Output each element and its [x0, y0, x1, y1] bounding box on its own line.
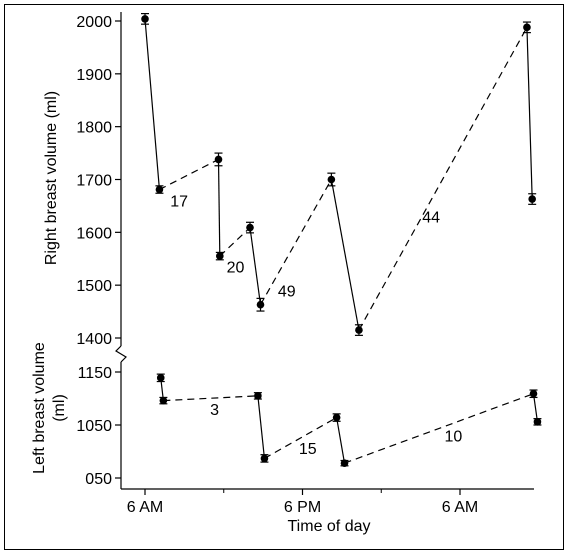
x-tick-label: 6 AM — [127, 499, 163, 516]
interval-annotation-left: 3 — [210, 402, 219, 419]
y-tick-label-right: 1700 — [76, 173, 112, 190]
series-segment-right — [217, 159, 221, 257]
series-segment-left — [336, 417, 346, 464]
x-tick-label: 6 AM — [442, 499, 478, 516]
interval-annotation-right: 44 — [422, 209, 440, 226]
data-point-right — [327, 175, 336, 184]
data-point-left — [529, 389, 538, 398]
chart-frame — [4, 4, 564, 550]
data-point-left — [159, 396, 168, 405]
interval-annotation-left: 15 — [299, 441, 317, 458]
series-segment-right — [259, 179, 332, 306]
y-tick-label-left: 050 — [85, 471, 112, 488]
data-point-right — [355, 326, 363, 334]
interval-annotation-right: 49 — [278, 283, 296, 300]
y-tick-label-right: 1900 — [76, 67, 112, 84]
y-tick-label-left: 1050 — [76, 418, 112, 435]
interval-annotation-right: 20 — [227, 260, 245, 277]
y-tick-label-left: 1150 — [78, 365, 113, 382]
series-segment-left — [163, 395, 258, 402]
data-point-right — [216, 252, 224, 260]
series-segment-left — [264, 417, 337, 459]
y-tick-label-right: 1600 — [76, 225, 112, 242]
data-point-left — [254, 392, 262, 400]
series-segment-right — [144, 18, 161, 190]
data-point-right — [528, 195, 536, 203]
x-axis-title: Time of day — [288, 518, 371, 535]
y-tick-label-right: 1800 — [76, 120, 112, 137]
y-tick-label-right: 1500 — [76, 278, 112, 295]
y-tick-label-right: 2000 — [76, 14, 112, 31]
series-segment-right — [358, 27, 528, 331]
data-point-right — [214, 155, 223, 164]
data-point-right — [246, 223, 254, 232]
data-point-right — [256, 300, 265, 309]
data-point-left — [156, 374, 165, 382]
series-segment-right — [526, 27, 533, 200]
y-axis-title-left: Left breast volume (ml) — [31, 342, 68, 474]
y-tick-label-right: 1400 — [76, 331, 112, 348]
series-segment-right — [159, 158, 219, 191]
data-point-left — [332, 413, 341, 422]
series-segment-left — [532, 393, 539, 422]
y-axis-title-right: Right breast volume (ml) — [43, 91, 60, 265]
data-point-left — [340, 459, 349, 467]
data-point-right — [523, 23, 531, 32]
series-segment-left — [344, 393, 534, 464]
data-point-left — [260, 454, 269, 463]
data-point-right — [155, 185, 164, 194]
interval-annotation-left: 10 — [445, 429, 463, 446]
series-segment-right — [249, 227, 262, 305]
data-point-right — [141, 15, 149, 23]
axis-break-mark — [115, 345, 127, 363]
data-point-left — [533, 418, 542, 426]
interval-annotation-right: 17 — [170, 194, 188, 211]
series-segment-left — [257, 395, 266, 459]
series-segment-right — [330, 179, 360, 331]
series-segment-right — [219, 227, 251, 257]
x-tick-label: 6 PM — [284, 499, 321, 516]
